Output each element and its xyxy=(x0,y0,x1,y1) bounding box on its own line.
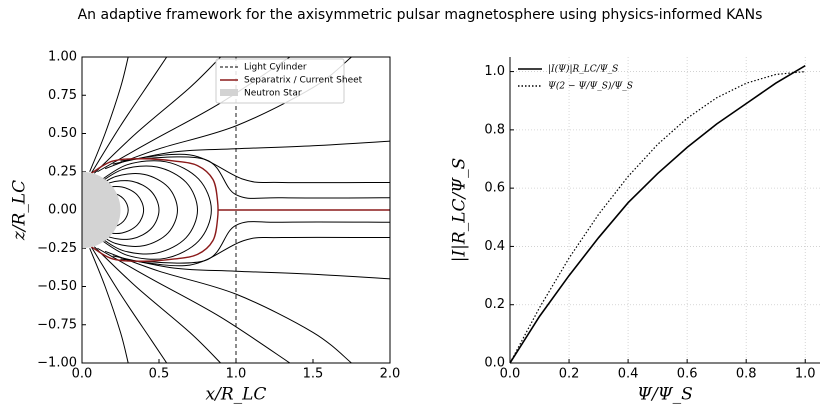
figure-title: An adaptive framework for the axisymmetr… xyxy=(78,7,763,23)
legend-box xyxy=(215,58,345,104)
field-line xyxy=(93,57,221,174)
x-tick-label: 0.4 xyxy=(618,367,639,382)
field-line xyxy=(112,255,390,280)
y-tick-label: 0.6 xyxy=(484,181,505,196)
legend-label: Light Cylinder xyxy=(244,63,307,73)
field-line xyxy=(104,250,352,363)
series-line xyxy=(510,65,806,363)
series-line xyxy=(510,70,806,363)
field-line xyxy=(120,236,390,267)
y-tick-label: 1.00 xyxy=(48,50,77,65)
y-tick-label: 0.4 xyxy=(484,239,505,254)
field-line xyxy=(93,173,178,247)
x-tick-label: 0.2 xyxy=(559,367,580,382)
y-tick-label: 0.50 xyxy=(48,126,77,141)
field-line xyxy=(97,247,291,363)
x-tick-label: 0.0 xyxy=(500,367,521,382)
y-tick-label: −0.25 xyxy=(37,241,77,256)
field-line xyxy=(120,153,390,184)
y-axis-label: z/R_LC xyxy=(10,180,30,241)
legend-swatch xyxy=(220,89,238,96)
y-tick-label: 0.00 xyxy=(48,203,77,218)
neutron-star xyxy=(82,171,121,249)
field-line xyxy=(89,248,129,363)
y-tick-label: 0.8 xyxy=(484,122,505,137)
field-line xyxy=(90,57,168,174)
field-line xyxy=(90,246,168,363)
legend-label: Neutron Star xyxy=(244,89,302,99)
x-tick-label: 0.8 xyxy=(736,367,757,382)
field-line xyxy=(128,221,390,264)
field-line xyxy=(97,160,212,260)
y-tick-label: 0.75 xyxy=(48,88,77,103)
plot-area xyxy=(82,57,390,363)
x-tick-label: 0.0 xyxy=(72,367,93,382)
x-tick-label: 1.5 xyxy=(303,367,324,382)
x-tick-label: 1.0 xyxy=(226,367,247,382)
field-line xyxy=(128,156,390,199)
y-tick-label: −1.00 xyxy=(37,356,77,371)
axes-frame xyxy=(81,56,391,364)
x-tick-label: 2.0 xyxy=(380,367,401,382)
legend-label: Separatrix / Current Sheet xyxy=(244,76,363,86)
x-tick-label: 0.5 xyxy=(149,367,170,382)
plot-area xyxy=(510,65,806,363)
field-line xyxy=(96,165,199,255)
x-tick-label: 1.0 xyxy=(795,367,816,382)
field-line xyxy=(91,180,160,240)
y-tick-label: −0.75 xyxy=(37,317,77,332)
y-tick-label: 0.0 xyxy=(484,356,505,371)
y-tick-label: −0.50 xyxy=(37,279,77,294)
legend-label: |I(Ψ)|R_LC/Ψ_S xyxy=(548,64,618,75)
legend-label: Ψ(2 − Ψ/Ψ_S)/Ψ_S xyxy=(548,81,633,92)
y-tick-label: 0.25 xyxy=(48,164,77,179)
y-axis-label: |I|R_LC/Ψ_S xyxy=(450,158,470,263)
x-tick-label: 0.6 xyxy=(677,367,698,382)
field-line xyxy=(89,57,129,172)
y-tick-label: 0.2 xyxy=(484,297,505,312)
x-axis-label: x/R_LC xyxy=(206,385,267,405)
field-line xyxy=(93,246,221,363)
x-axis-label: Ψ/Ψ_S xyxy=(637,385,693,405)
y-tick-label: 1.0 xyxy=(484,64,505,79)
